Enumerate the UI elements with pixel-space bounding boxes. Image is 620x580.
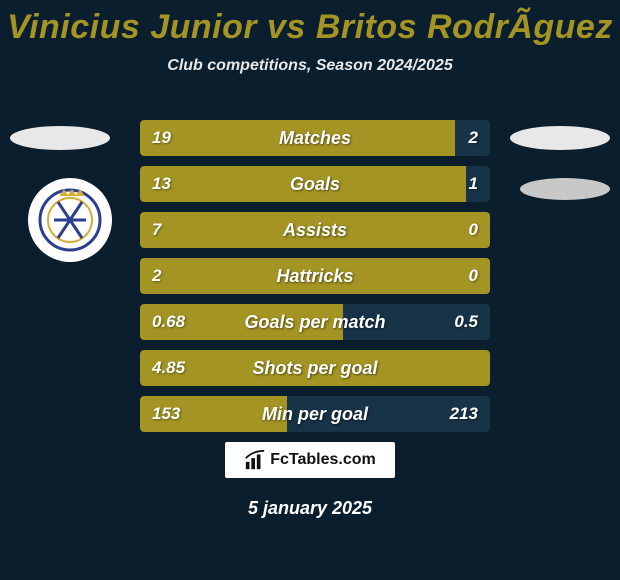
stat-label: Matches <box>140 120 490 156</box>
comparison-infographic: Vinicius Junior vs Britos RodrÃ­guez Clu… <box>0 0 620 580</box>
stat-label: Min per goal <box>140 396 490 432</box>
stat-label: Assists <box>140 212 490 248</box>
stat-row: 0.680.5Goals per match <box>140 304 490 340</box>
subtitle: Club competitions, Season 2024/2025 <box>0 57 620 75</box>
stat-row: 192Matches <box>140 120 490 156</box>
stat-row: 131Goals <box>140 166 490 202</box>
club-left-logo <box>28 178 112 262</box>
bar-chart-icon <box>244 449 266 471</box>
stat-label: Hattricks <box>140 258 490 294</box>
stat-row: 153213Min per goal <box>140 396 490 432</box>
player-left-badge-placeholder <box>10 126 110 150</box>
footer-brand: FcTables.com <box>225 442 395 478</box>
club-right-badge-placeholder <box>520 178 610 200</box>
stat-rows: 192Matches 131Goals 70Assists 20Hattricks 0.… <box>140 120 490 442</box>
footer-brand-text: FcTables.com <box>270 451 376 469</box>
page-title: Vinicius Junior vs Britos RodrÃ­guez <box>0 0 620 47</box>
player-right-badge-placeholder <box>510 126 610 150</box>
stat-row: 20Hattricks <box>140 258 490 294</box>
date-text: 5 january 2025 <box>0 498 620 519</box>
stat-label: Goals <box>140 166 490 202</box>
stat-label: Goals per match <box>140 304 490 340</box>
stat-label: Shots per goal <box>140 350 490 386</box>
stat-row: 4.85Shots per goal <box>140 350 490 386</box>
stat-row: 70Assists <box>140 212 490 248</box>
real-madrid-crest-icon <box>38 188 102 252</box>
